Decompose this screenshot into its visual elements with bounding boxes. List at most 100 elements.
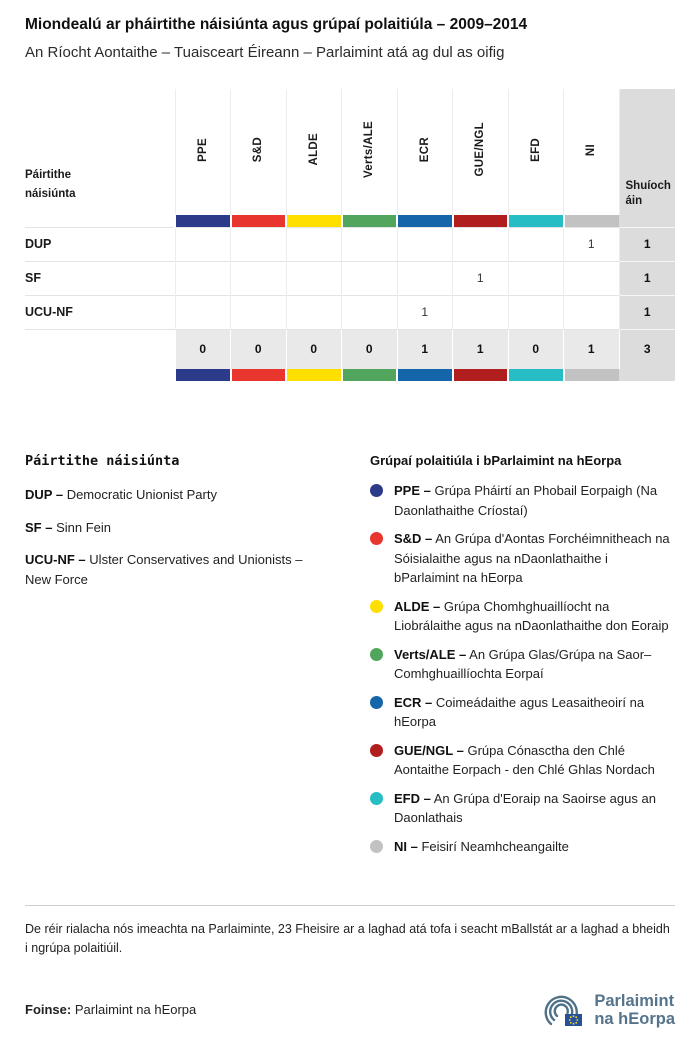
color-bar-ecr	[396, 215, 453, 227]
cell	[507, 294, 564, 329]
cell	[507, 260, 564, 295]
cell: 1	[452, 260, 508, 295]
color-bar-bottom-sd	[229, 369, 286, 381]
cell	[230, 294, 286, 329]
group-name: Grúpa Cónasctha den Chlé Aontaithe Eorpa…	[394, 742, 655, 778]
table-row-ucu-nf: UCU-NF 1 1	[25, 294, 675, 329]
column-header-verts-ale: Verts/ALE	[363, 120, 376, 179]
total-alde: 0	[285, 328, 342, 369]
legend-dot-ecr	[370, 695, 383, 709]
legend-groups: Grúpaí polaitiúla i bParlaimint na hEorp…	[370, 453, 675, 865]
group-abbr: Verts/ALE –	[394, 646, 467, 662]
legend-dot-alde	[370, 599, 383, 613]
cell	[341, 226, 397, 261]
column-header-ecr: ECR	[418, 136, 431, 163]
group-text: NI – Feisirí Neamhcheangailte	[394, 837, 569, 857]
color-bar-bottom-efd	[507, 369, 564, 381]
cell: 1	[396, 294, 453, 329]
color-bar-row-top	[25, 215, 675, 227]
group-name: An Grúpa Glas/Grúpa na Saor–Comhghuaillí…	[394, 646, 652, 682]
group-name: Feisirí Neamhcheangailte	[421, 838, 569, 854]
cell	[174, 226, 231, 261]
table-row-sf: SF 1 1	[25, 260, 675, 295]
total-gue-ngl: 1	[452, 328, 508, 369]
color-bar-efd	[507, 215, 564, 227]
legend-dot-ppe	[370, 484, 383, 497]
color-bar-bottom-alde	[285, 369, 342, 381]
column-header-efd: EFD	[529, 137, 542, 162]
legend-dot-gue-ngl	[370, 743, 383, 757]
legend-parties: Páirtithe náisiúnta DUP – Democratic Uni…	[25, 453, 325, 865]
total-efd: 0	[507, 328, 564, 369]
cell	[285, 260, 342, 295]
color-bar-row-bottom	[25, 369, 675, 381]
party-abbr: SF –	[25, 519, 53, 535]
footnote: De réir rialacha nós imeachta na Parlaim…	[25, 922, 670, 956]
group-text: PPE – Grúpa Pháirtí an Phobail Eorpaigh …	[394, 481, 675, 520]
source-label: Foinse:	[25, 1002, 72, 1018]
legend-group-item: PPE – Grúpa Pháirtí an Phobail Eorpaigh …	[370, 481, 675, 520]
legend-group-item: ECR – Coimeádaithe agus Leasaitheoirí na…	[370, 693, 675, 732]
color-bar-bottom-verts-ale	[340, 369, 397, 381]
color-bar-ppe	[174, 215, 231, 227]
group-abbr: GUE/NGL –	[394, 742, 464, 758]
cell	[174, 260, 231, 295]
column-header-ni: NI	[585, 143, 598, 156]
table-row-dup: DUP 1 1	[25, 226, 675, 261]
total-sd: 0	[230, 328, 286, 369]
legend-party-item: DUP – Democratic Unionist Party	[25, 485, 325, 505]
color-bar-sd	[229, 215, 286, 227]
legend-dot-ni	[370, 839, 383, 853]
color-bar-gue-ngl	[451, 215, 508, 227]
cell	[341, 260, 397, 295]
legend-dot-efd	[370, 791, 383, 805]
page-title: Miondealú ar pháirtithe náisiúnta agus g…	[25, 16, 528, 33]
legend-section: Páirtithe náisiúnta DUP – Democratic Uni…	[25, 453, 675, 865]
group-text: EFD – An Grúpa d'Eoraip na Saoirse agus …	[394, 789, 675, 828]
seats-sf: 1	[618, 260, 675, 295]
legend-group-item: EFD – An Grúpa d'Eoraip na Saoirse agus …	[370, 789, 675, 828]
color-bar-bottom-gue-ngl	[451, 369, 508, 381]
legend-parties-title: Páirtithe náisiúnta	[25, 453, 180, 469]
group-abbr: ECR –	[394, 694, 433, 710]
column-header-gue-ngl: GUE/NGL	[474, 122, 487, 177]
cell	[452, 294, 508, 329]
group-text: Verts/ALE – An Grúpa Glas/Grúpa na Saor–…	[394, 645, 675, 684]
group-abbr: S&D –	[394, 531, 433, 546]
party-name: Democratic Unionist Party	[66, 487, 217, 502]
party-label-dup: DUP	[25, 226, 175, 261]
cell	[563, 294, 619, 329]
legend-dot-verts-ale	[370, 647, 383, 661]
group-name: Grúpa Pháirtí an Phobail Eorpaigh (Na Da…	[394, 483, 658, 518]
legend-group-item: NI – Feisirí Neamhcheangailte	[370, 837, 675, 857]
ep-logo-line2: na hEorpa	[594, 1009, 675, 1028]
cell	[285, 294, 342, 329]
color-bar-alde	[285, 215, 342, 227]
party-label-ucu-nf: UCU-NF	[25, 294, 175, 329]
group-abbr: EFD –	[394, 790, 431, 806]
party-name: Sinn Fein	[56, 519, 112, 535]
party-label-sf: SF	[25, 260, 175, 295]
legend-groups-title: Grúpaí polaitiúla i bParlaimint na hEorp…	[370, 453, 622, 468]
footer: Foinse: Parlaimint na hEorpa	[25, 989, 675, 1031]
total-seats: 3	[618, 328, 675, 369]
legend-dot-sd	[370, 532, 383, 545]
group-text: GUE/NGL – Grúpa Cónasctha den Chlé Aonta…	[394, 741, 675, 780]
legend-party-item: SF – Sinn Fein	[25, 518, 325, 538]
color-bar-bottom-ni	[562, 369, 619, 381]
legend-party-item: UCU-NF – Ulster Conservatives and Unioni…	[25, 550, 325, 589]
group-text: S&D – An Grúpa d'Aontas Forchéimnitheach…	[394, 529, 675, 588]
party-name: Ulster Conservatives and Unionists – New…	[25, 552, 303, 587]
ep-logo-text: Parlaimint na hEorpa	[594, 992, 675, 1028]
cell	[285, 226, 342, 261]
group-text: ECR – Coimeádaithe agus Leasaitheoirí na…	[394, 693, 675, 732]
total-ecr: 1	[396, 328, 453, 369]
total-ppe: 0	[174, 328, 231, 369]
column-header-alde: ALDE	[307, 133, 320, 166]
group-abbr: NI –	[394, 838, 418, 854]
cell	[452, 226, 508, 261]
column-header-ppe: PPE	[196, 137, 209, 162]
ep-logo-line1: Parlaimint	[594, 991, 675, 1010]
group-text: ALDE – Grúpa Chomhghuaillíocht na Liobrá…	[394, 597, 675, 636]
legend-group-item: Verts/ALE – An Grúpa Glas/Grúpa na Saor–…	[370, 645, 675, 684]
